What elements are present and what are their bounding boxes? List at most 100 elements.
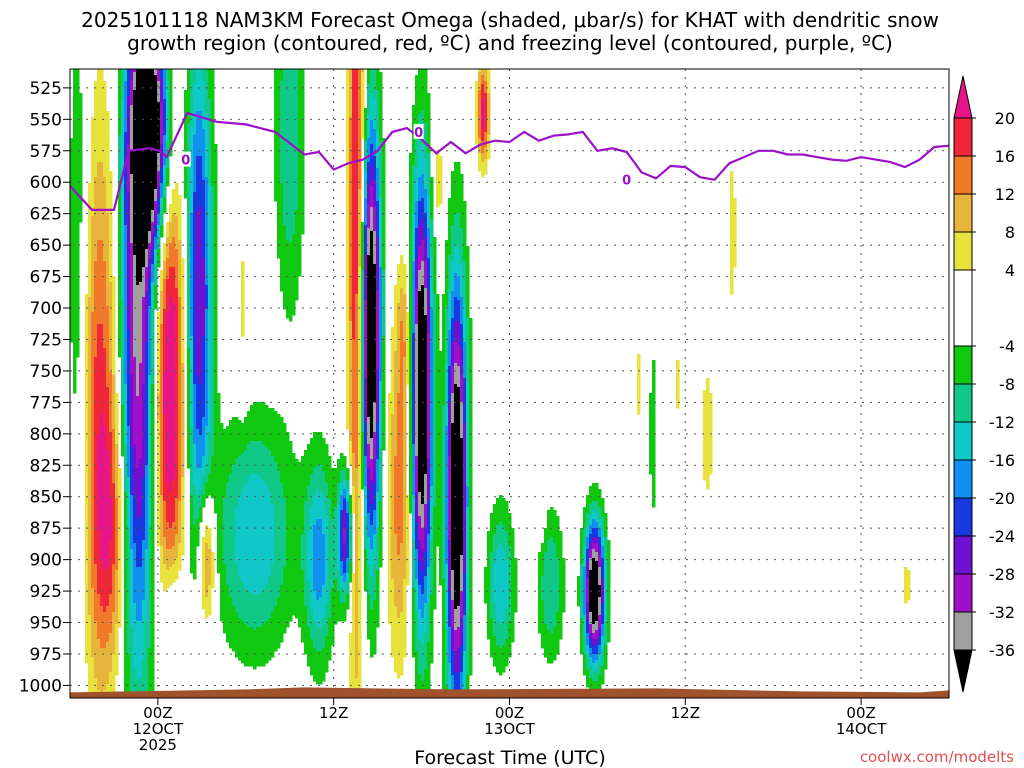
- omega-cell: [379, 327, 383, 331]
- omega-cell: [412, 327, 416, 331]
- omega-cell: [358, 321, 362, 325]
- omega-cell: [481, 99, 485, 103]
- omega-cell: [133, 198, 155, 202]
- omega-cell: [280, 258, 302, 262]
- omega-cell: [151, 357, 155, 361]
- omega-cell: [208, 261, 212, 265]
- omega-cell: [436, 351, 446, 355]
- omega-cell: [187, 264, 191, 268]
- omega-cell: [730, 282, 734, 286]
- omega-cell: [166, 234, 170, 238]
- omega-cell: [409, 258, 413, 262]
- omega-cell: [274, 186, 284, 190]
- omega-cell: [202, 225, 206, 229]
- omega-cell: [376, 69, 380, 73]
- omega-cell: [160, 339, 164, 343]
- omega-cell: [484, 87, 488, 91]
- omega-cell: [346, 228, 350, 232]
- omega-cell: [160, 333, 164, 337]
- omega-cell: [166, 300, 170, 304]
- omega-cell: [346, 78, 350, 82]
- omega-cell: [352, 99, 359, 103]
- omega-cell: [130, 333, 134, 337]
- omega-cell: [169, 216, 173, 220]
- omega-cell: [382, 186, 386, 190]
- omega-cell: [274, 108, 281, 112]
- omega-cell: [118, 258, 122, 262]
- omega-cell: [430, 234, 434, 238]
- omega-cell: [196, 309, 206, 313]
- omega-cell: [274, 195, 284, 199]
- omega-cell: [97, 72, 104, 76]
- omega-cell: [73, 120, 83, 124]
- omega-cell: [214, 186, 218, 190]
- omega-cell: [181, 342, 185, 346]
- omega-cell: [475, 117, 479, 121]
- omega-cell: [379, 336, 383, 340]
- omega-cell: [415, 219, 419, 223]
- omega-cell: [121, 108, 125, 112]
- omega-cell: [346, 237, 350, 241]
- omega-cell: [241, 297, 245, 301]
- omega-cell: [118, 210, 122, 214]
- omega-cell: [94, 309, 110, 313]
- omega-cell: [169, 135, 173, 139]
- omega-cell: [109, 246, 113, 250]
- omega-cell: [358, 201, 362, 205]
- omega-cell: [133, 339, 143, 343]
- omega-cell: [418, 315, 428, 319]
- omega-cell: [418, 252, 425, 256]
- omega-cell: [430, 207, 434, 211]
- omega-cell: [274, 87, 281, 91]
- omega-cell: [112, 342, 116, 346]
- omega-cell: [94, 84, 107, 88]
- omega-cell: [451, 282, 455, 286]
- omega-cell: [442, 336, 446, 340]
- omega-cell: [187, 285, 191, 289]
- omega-cell: [130, 249, 134, 253]
- omega-cell: [157, 246, 161, 250]
- omega-cell: [379, 246, 383, 250]
- omega-cell: [151, 210, 155, 214]
- omega-cell: [193, 285, 197, 289]
- omega-cell: [154, 198, 158, 202]
- omega-cell: [358, 276, 362, 280]
- omega-cell: [181, 276, 185, 280]
- omega-cell: [367, 309, 377, 313]
- omega-cell: [214, 300, 218, 304]
- omega-cell: [442, 312, 446, 316]
- omega-cell: [352, 315, 356, 319]
- omega-cell: [142, 312, 146, 316]
- omega-cell: [109, 309, 113, 313]
- omega-cell: [196, 228, 203, 232]
- omega-cell: [427, 213, 431, 217]
- omega-cell: [418, 153, 425, 157]
- omega-cell: [214, 276, 218, 280]
- omega-cell: [190, 102, 194, 106]
- omega-cell: [400, 330, 404, 334]
- omega-cell: [130, 204, 134, 208]
- omega-cell: [454, 315, 461, 319]
- omega-cell: [361, 300, 365, 304]
- omega-cell: [97, 240, 104, 244]
- omega-cell: [346, 114, 350, 118]
- omega-cell: [409, 339, 413, 343]
- omega-cell: [376, 156, 380, 160]
- omega-cell: [730, 249, 737, 253]
- omega-cell: [346, 183, 350, 187]
- omega-cell: [205, 342, 209, 346]
- omega-cell: [163, 339, 167, 343]
- omega-cell: [133, 285, 146, 289]
- omega-cell: [181, 258, 185, 262]
- omega-cell: [190, 297, 194, 301]
- omega-cell: [160, 135, 164, 139]
- omega-cell: [448, 276, 452, 280]
- omega-cell: [124, 171, 128, 175]
- omega-cell: [202, 252, 206, 256]
- omega-cell: [193, 345, 197, 349]
- omega-cell: [130, 174, 134, 178]
- omega-cell: [187, 294, 191, 298]
- omega-cell: [91, 363, 95, 367]
- omega-cell: [346, 96, 350, 100]
- omega-cell: [133, 132, 161, 136]
